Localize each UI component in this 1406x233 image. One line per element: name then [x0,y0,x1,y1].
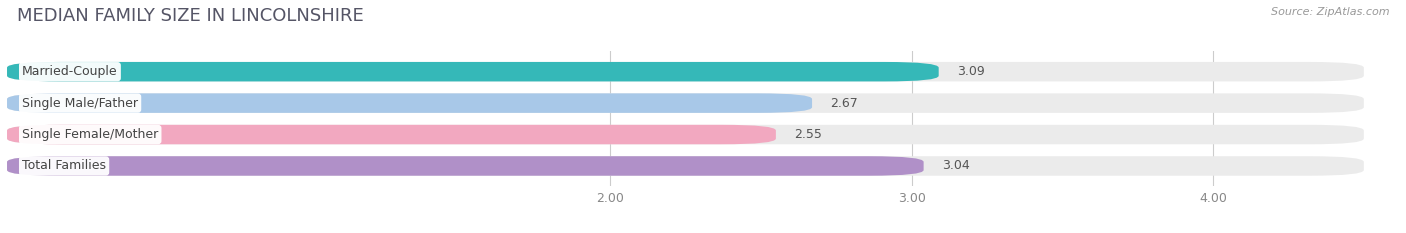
FancyBboxPatch shape [7,93,1364,113]
Text: 3.04: 3.04 [942,159,970,172]
FancyBboxPatch shape [7,125,1364,144]
FancyBboxPatch shape [7,156,924,176]
Text: Single Male/Father: Single Male/Father [22,97,138,110]
FancyBboxPatch shape [7,62,939,81]
Text: 2.67: 2.67 [830,97,858,110]
Text: MEDIAN FAMILY SIZE IN LINCOLNSHIRE: MEDIAN FAMILY SIZE IN LINCOLNSHIRE [17,7,364,25]
FancyBboxPatch shape [7,62,1364,81]
Text: Married-Couple: Married-Couple [22,65,118,78]
Text: Source: ZipAtlas.com: Source: ZipAtlas.com [1271,7,1389,17]
Text: 3.09: 3.09 [956,65,984,78]
FancyBboxPatch shape [7,125,776,144]
FancyBboxPatch shape [7,156,1364,176]
Text: Single Female/Mother: Single Female/Mother [22,128,159,141]
Text: 2.55: 2.55 [794,128,823,141]
Text: Total Families: Total Families [22,159,105,172]
FancyBboxPatch shape [7,93,813,113]
